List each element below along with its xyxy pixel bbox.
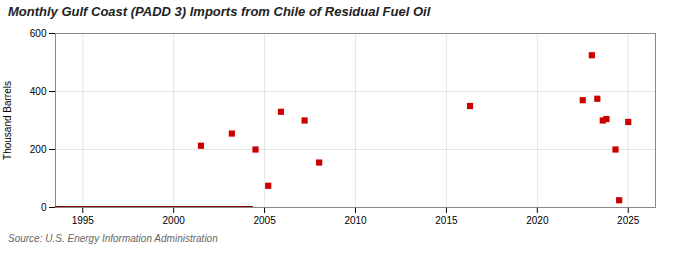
svg-text:2020: 2020 (526, 215, 549, 226)
html-text:Source: U.S. Energy Informatio: Source: U.S. Energy Information Administ… (8, 233, 218, 244)
svg-text:200: 200 (30, 144, 47, 155)
svg-text:1995: 1995 (72, 215, 95, 226)
svg-text:600: 600 (30, 28, 47, 39)
html-text:Monthly Gulf Coast (PADD 3) Im: Monthly Gulf Coast (PADD 3) Imports from… (8, 4, 431, 19)
svg-text:Thousand Barrels: Thousand Barrels (2, 81, 13, 160)
svg-text:0: 0 (41, 202, 47, 213)
svg-text:400: 400 (30, 86, 47, 97)
svg-text:2025: 2025 (617, 215, 640, 226)
svg-text:2005: 2005 (253, 215, 276, 226)
svg-text:2015: 2015 (435, 215, 458, 226)
svg-text:2000: 2000 (163, 215, 186, 226)
svg-text:2010: 2010 (344, 215, 367, 226)
